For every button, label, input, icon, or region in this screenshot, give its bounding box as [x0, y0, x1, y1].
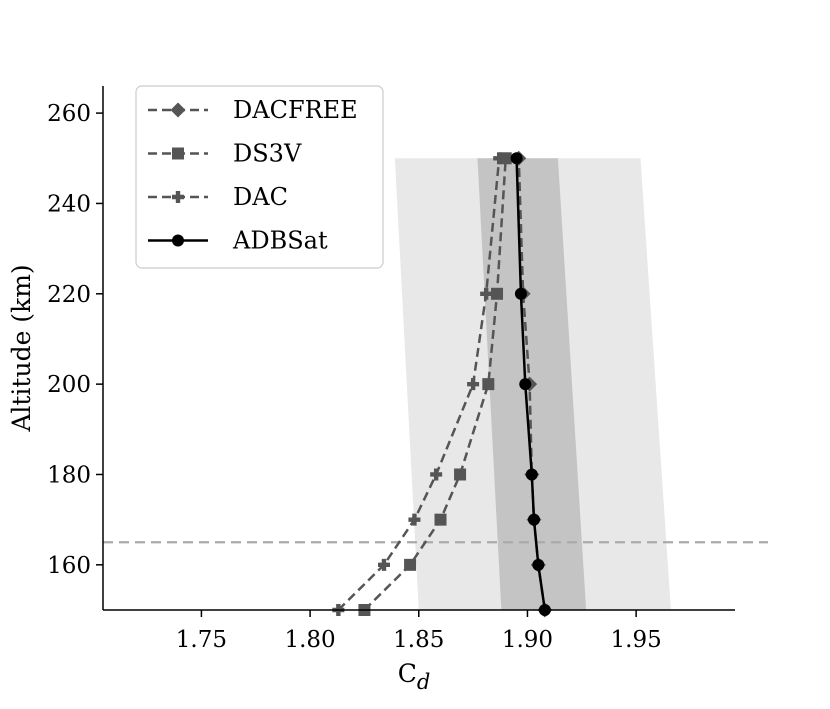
- legend-box: [135, 85, 384, 269]
- data-point-adbsat: [519, 378, 532, 391]
- x-tick-label: 1.90: [502, 627, 553, 653]
- y-axis-label: Altitude (km): [7, 264, 36, 432]
- legend-label: DACFREE: [233, 96, 358, 124]
- x-axis-label: Cd: [398, 659, 431, 694]
- data-point-adbsat: [532, 558, 545, 571]
- data-point-ds3v: [499, 152, 512, 165]
- data-point-adbsat: [514, 287, 527, 300]
- y-tick-label: 160: [47, 553, 91, 579]
- x-tick-label: 1.95: [611, 627, 662, 653]
- legend-items: DACFREE DS3V DAC ADBSat: [148, 96, 358, 255]
- data-point-adbsat: [525, 468, 538, 481]
- y-ticks: 160 180 200 220 240 260: [47, 101, 103, 579]
- data-point-ds3v: [482, 378, 495, 391]
- legend-swatch-marker: [172, 191, 184, 203]
- data-point-dac: [430, 468, 443, 481]
- data-point-dac: [480, 287, 493, 300]
- y-tick-label: 220: [47, 282, 91, 308]
- x-tick-label: 1.80: [284, 627, 335, 653]
- x-axis-label-subscript: d: [417, 670, 430, 694]
- data-point-ds3v: [454, 468, 467, 481]
- y-tick-label: 200: [47, 372, 91, 398]
- data-point-dac: [408, 513, 421, 526]
- data-point-ds3v: [491, 287, 504, 300]
- data-point-dac: [493, 152, 506, 165]
- legend-label: DS3V: [233, 140, 302, 168]
- legend-item-ds3v: DS3V: [148, 140, 302, 168]
- data-point-ds3v: [404, 558, 417, 571]
- y-tick-label: 240: [47, 191, 91, 217]
- y-tick-label: 180: [47, 462, 91, 488]
- data-point-dac: [377, 558, 390, 571]
- data-point-adbsat: [510, 152, 523, 165]
- x-axis-label-main: C: [398, 659, 417, 688]
- legend-item-dac: DAC: [148, 183, 288, 211]
- legend-item-adbsat: ADBSat: [148, 227, 328, 255]
- series-layer: [332, 150, 553, 618]
- legend-swatch-marker: [170, 102, 186, 118]
- x-ticks: 1.75 1.80 1.85 1.90 1.95: [176, 610, 662, 653]
- series-ds3v: [358, 152, 512, 616]
- legend-swatch-marker: [172, 234, 184, 247]
- legend-swatch-marker: [172, 147, 184, 160]
- legend: DACFREE DS3V DAC ADBSat: [135, 85, 384, 269]
- y-tick-label: 260: [47, 101, 91, 127]
- x-tick-label: 1.75: [176, 627, 227, 653]
- x-tick-label: 1.85: [393, 627, 444, 653]
- data-point-dac: [467, 378, 480, 391]
- series-adbsat: [510, 152, 551, 616]
- legend-label: DAC: [233, 183, 288, 211]
- legend-item-dacfree: DACFREE: [148, 96, 358, 124]
- data-point-adbsat: [527, 513, 540, 526]
- data-point-ds3v: [434, 513, 447, 526]
- legend-label: ADBSat: [232, 227, 328, 255]
